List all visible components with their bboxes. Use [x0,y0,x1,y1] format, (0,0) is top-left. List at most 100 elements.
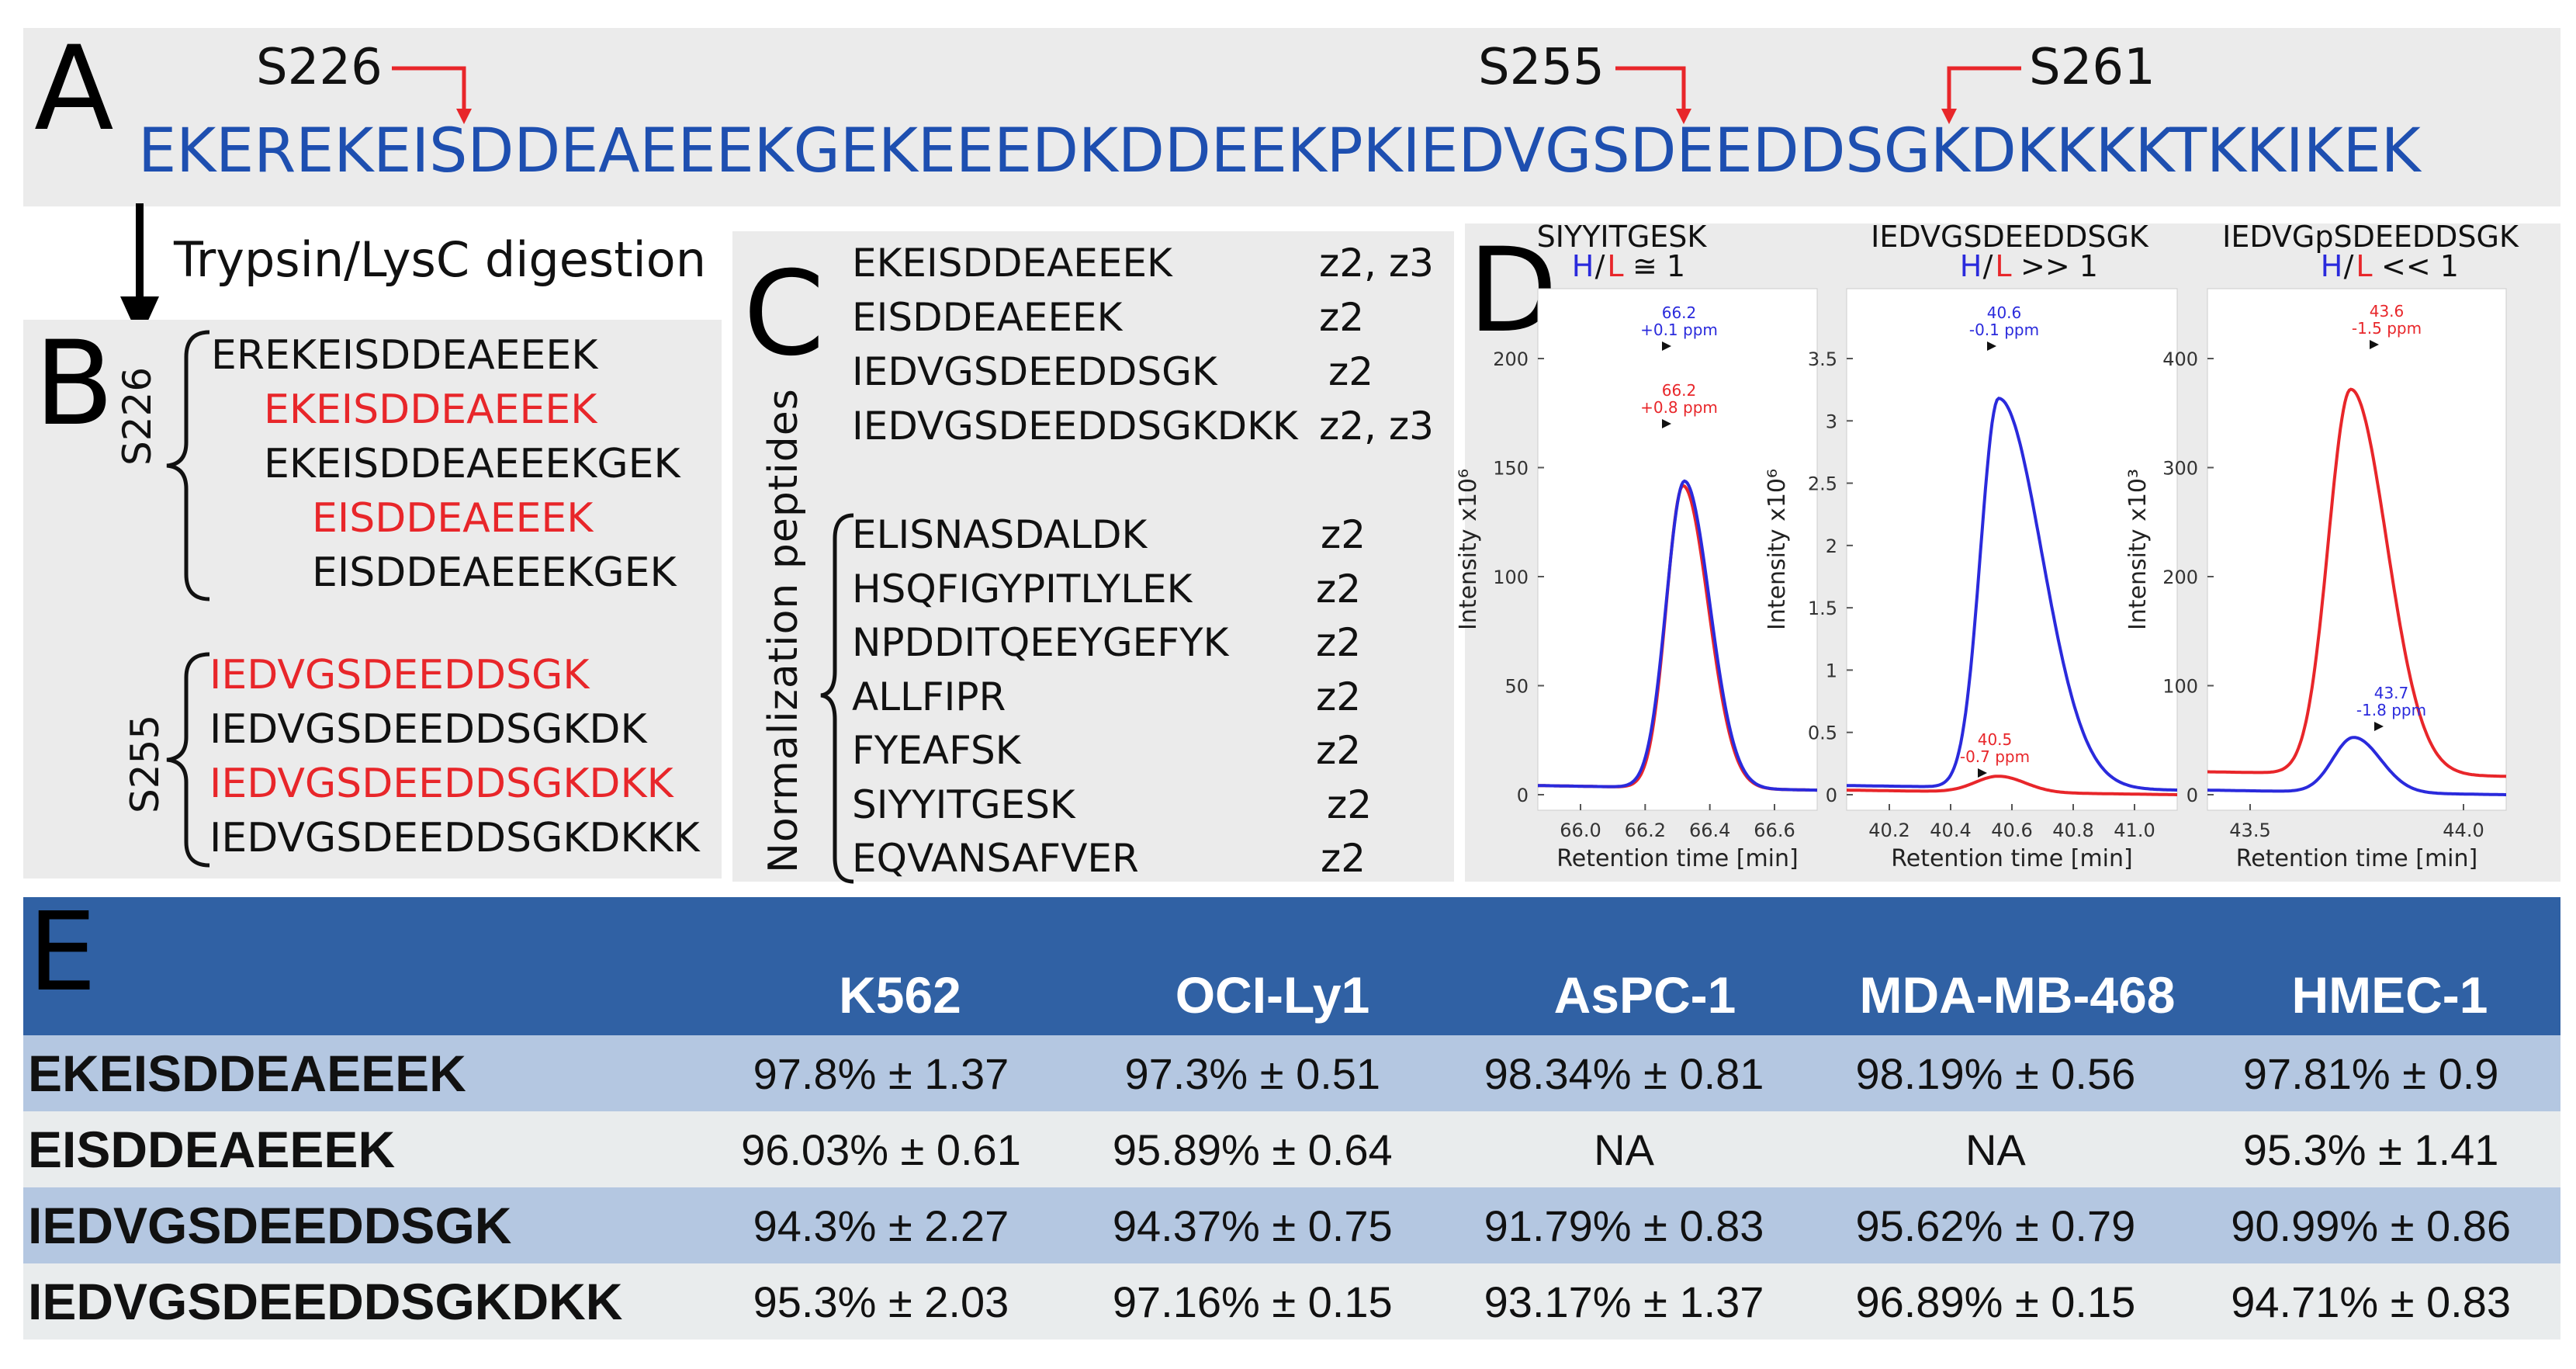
table-row: IEDVGSDEEDDSGK 94.3% ± 2.27 94.37% ± 0.75 9… [23,1187,2560,1263]
panel-c-label: C [743,247,825,382]
peptide-cell: IEDVGSDEEDDSGK [23,1187,696,1263]
ratio-slash: / [1983,249,1993,283]
charge-state: z2 [1321,512,1366,557]
heavy-annotation-rt: 43.7 [2374,684,2409,702]
x-axis-label: Retention time [min] [1556,845,1798,872]
panel-c [732,231,1454,882]
light-annotation-marker [1978,768,1987,778]
peptide-cell: EKEISDDEAEEEK [23,1035,696,1111]
trace-secondary [1847,775,2177,796]
target-peptide: IEDVGSDEEDDSGKDKK [852,404,1298,449]
heavy-annotation-marker [2374,722,2384,731]
light-label: L [1607,249,1623,283]
x-tick-label: 40.4 [1930,820,1971,841]
normalization-peptide: HSQFIGYPITLYLEK [852,566,1193,612]
normalization-peptide: NPDDITQEEYGEFYK [852,620,1229,665]
peptide-item: IEDVGSDEEDDSGKDKKK [209,815,700,861]
x-axis-label: Retention time [min] [2236,845,2477,872]
value-cell: 96.03% ± 0.61 [695,1111,1067,1187]
y-tick-label: 1.5 [1808,598,1837,619]
protein-sequence: EKEREKEISDDEAEEEKGEKEEEDKDDEEKPKIEDVGSDE… [138,116,2421,186]
ratio-slash: / [1595,249,1605,283]
arrow-s261 [1941,66,2021,124]
light-annotation-ppm: +0.8 ppm [1640,398,1718,417]
light-label: L [1995,249,2011,283]
column-header-aspc-1: AsPC-1 [1553,966,1736,1024]
x-tick-label: 41.0 [2114,820,2155,841]
y-tick-label: 3.5 [1808,348,1837,370]
panel-b [23,320,722,879]
arrow-s255 [1615,66,1691,124]
peptide-item: IEDVGSDEEDDSGKDKK [209,761,673,807]
light-annotation-rt: 40.5 [1978,730,2013,749]
peptide-item: EKEISDDEAEEEKGEK [264,441,680,487]
ratio-value: >> 1 [2020,249,2098,283]
value-cell: 94.3% ± 2.27 [695,1187,1067,1263]
plot-area [1537,288,1818,811]
chromatogram-title: IEDVGpSDEEDDSGK [2222,220,2519,254]
light-annotation-ppm: -0.7 ppm [1960,747,2030,766]
normalization-peptide: EQVANSAFVER [852,836,1139,881]
trace-primary [1847,397,2177,792]
charge-state: z2 [1328,349,1374,394]
y-tick-label: 400 [2162,348,2198,370]
y-axis-label: Intensity x10⁶ [1764,469,1791,630]
charge-state: z2 [1316,674,1362,719]
value-cell: 91.79% ± 0.83 [1438,1187,1810,1263]
x-tick-label: 66.4 [1689,820,1730,841]
charge-state: z2 [1327,782,1373,827]
y-tick-label: 100 [2162,676,2198,698]
target-peptide: EKEISDDEAEEEK [852,241,1172,286]
column-header-mda-mb-468: MDA-MB-468 [1859,966,2176,1024]
y-tick-label: 200 [1493,348,1529,370]
trace-secondary [2207,736,2506,796]
y-tick-label: 2.5 [1808,473,1837,495]
value-cell: 96.89% ± 0.15 [1809,1263,2182,1340]
panel-e-label: E [28,889,97,1016]
target-peptide: EISDDEAEEEK [852,295,1123,340]
normalization-peptide: SIYYITGESK [852,782,1075,827]
trace-secondary [1538,479,1817,792]
heavy-label: H [2321,249,2343,283]
peptide-item: IEDVGSDEEDDSGK [209,652,590,698]
normalization-peptide: FYEAFSK [852,728,1021,773]
panel-b-label: B [34,317,114,452]
y-tick-label: 0 [1517,785,1529,806]
value-cell: 97.16% ± 0.15 [1066,1263,1439,1340]
occupancy-table: EKEISDDEAEEEK 97.8% ± 1.37 97.3% ± 0.51 98.… [23,1035,2560,1340]
panel-a [23,28,2560,206]
light-annotation-rt: 43.6 [2370,302,2405,321]
y-tick-label: 300 [2162,458,2198,480]
value-cell: 95.3% ± 2.03 [695,1263,1067,1340]
trace-primary [2207,387,2507,778]
value-cell: 94.37% ± 0.75 [1066,1187,1439,1263]
x-tick-label: 40.8 [2052,820,2093,841]
ratio-slash: / [2344,249,2354,283]
plot-area [1846,288,2178,811]
light-annotation-ppm: -1.5 ppm [2352,319,2422,338]
site-arrows [392,66,2021,124]
digestion-label: Trypsin/LysC digestion [174,231,706,288]
panel-e-header: E K562 OCI-Ly1 AsPC-1 MDA-MB-468 HMEC-1 [23,897,2560,1035]
column-header-oci-ly1: OCI-Ly1 [1175,966,1370,1024]
value-cell: 90.99% ± 0.86 [2181,1187,2560,1263]
value-cell: 95.62% ± 0.79 [1809,1187,2182,1263]
value-cell: NA [1438,1111,1810,1187]
chromatogram-title: IEDVGSDEEDDSGK [1871,220,2149,254]
y-tick-label: 0.5 [1808,723,1837,744]
value-cell: 97.8% ± 1.37 [695,1035,1067,1111]
site-label-s255: S255 [1478,39,1605,96]
x-axis-label: Retention time [min] [1891,845,2132,872]
value-cell: 97.81% ± 0.9 [2181,1035,2560,1111]
x-tick-label: 40.2 [1868,820,1909,841]
arrow-s226 [392,66,472,124]
light-annotation-marker [1662,419,1671,428]
table-row: IEDVGSDEEDDSGKDKK 95.3% ± 2.03 97.16% ± 0.… [23,1263,2560,1340]
heavy-annotation-ppm: +0.1 ppm [1640,321,1718,339]
charge-state: z2, z3 [1319,404,1434,449]
y-tick-label: 50 [1504,676,1529,698]
column-header-k562: K562 [839,966,961,1024]
light-annotation-rt: 66.2 [1662,381,1697,400]
peptide-item: IEDVGSDEEDDSGKDK [209,706,647,753]
